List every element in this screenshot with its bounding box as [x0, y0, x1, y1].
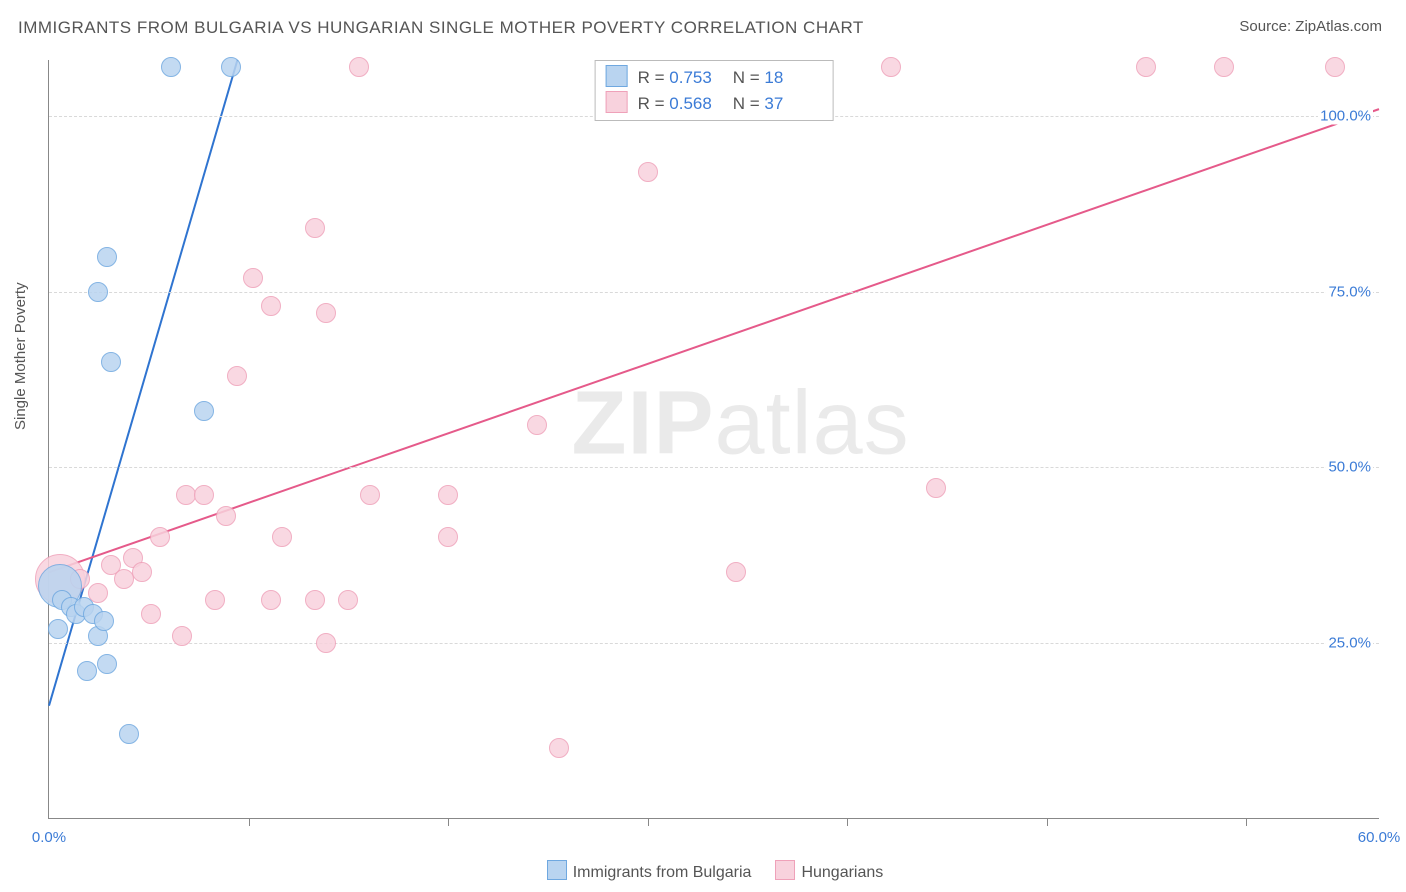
data-point: [77, 661, 97, 681]
legend-swatch: [606, 65, 628, 87]
y-tick-label: 25.0%: [1326, 634, 1373, 651]
y-axis-label: Single Mother Poverty: [12, 282, 29, 430]
watermark-bold: ZIP: [572, 373, 715, 473]
data-point: [194, 485, 214, 505]
data-point: [926, 478, 946, 498]
regression-line: [49, 109, 1379, 572]
data-point: [172, 626, 192, 646]
data-point: [221, 57, 241, 77]
data-point: [261, 296, 281, 316]
data-point: [150, 527, 170, 547]
legend-r-label: R =: [638, 94, 670, 113]
data-point: [101, 352, 121, 372]
data-point: [119, 724, 139, 744]
data-point: [132, 562, 152, 582]
data-point: [360, 485, 380, 505]
data-point: [141, 604, 161, 624]
watermark-light: atlas: [715, 373, 910, 473]
gridline: [49, 643, 1379, 644]
legend-swatch: [775, 860, 795, 880]
x-tick: [448, 818, 449, 826]
gridline: [49, 292, 1379, 293]
legend-row: R = 0.753 N = 18: [606, 65, 819, 91]
data-point: [1136, 57, 1156, 77]
legend-series-label: Immigrants from Bulgaria: [573, 864, 752, 881]
legend-swatch: [547, 860, 567, 880]
y-tick-label: 75.0%: [1326, 283, 1373, 300]
data-point: [261, 590, 281, 610]
data-point: [194, 401, 214, 421]
legend-swatch: [606, 91, 628, 113]
data-point: [338, 590, 358, 610]
source-attribution: Source: ZipAtlas.com: [1239, 18, 1382, 35]
y-tick-label: 50.0%: [1326, 459, 1373, 476]
x-tick-label: 60.0%: [1358, 829, 1401, 846]
legend-r-label: R =: [638, 68, 670, 87]
x-tick-label: 0.0%: [32, 829, 66, 846]
legend-r-value: 0.568: [669, 91, 723, 117]
regression-lines: [49, 60, 1379, 818]
x-tick: [249, 818, 250, 826]
data-point: [881, 57, 901, 77]
legend-row: R = 0.568 N = 37: [606, 91, 819, 117]
data-point: [1325, 57, 1345, 77]
data-point: [527, 415, 547, 435]
data-point: [305, 590, 325, 610]
legend-n-value: 18: [764, 65, 818, 91]
data-point: [161, 57, 181, 77]
legend-n-label: N =: [733, 94, 765, 113]
data-point: [97, 654, 117, 674]
data-point: [243, 268, 263, 288]
data-point: [316, 633, 336, 653]
data-point: [549, 738, 569, 758]
chart-title: IMMIGRANTS FROM BULGARIA VS HUNGARIAN SI…: [18, 18, 864, 38]
series-legend: Immigrants from Bulgaria Hungarians: [0, 860, 1406, 882]
source-name: ZipAtlas.com: [1295, 18, 1382, 35]
gridline: [49, 467, 1379, 468]
source-prefix: Source:: [1239, 18, 1295, 35]
scatter-plot-area: ZIPatlas R = 0.753 N = 18R = 0.568 N = 3…: [48, 60, 1379, 819]
x-tick: [648, 818, 649, 826]
watermark: ZIPatlas: [572, 372, 910, 475]
data-point: [272, 527, 292, 547]
data-point: [88, 282, 108, 302]
data-point: [305, 218, 325, 238]
data-point: [349, 57, 369, 77]
legend-n-value: 37: [764, 91, 818, 117]
data-point: [97, 247, 117, 267]
data-point: [726, 562, 746, 582]
x-tick: [1047, 818, 1048, 826]
data-point: [205, 590, 225, 610]
legend-n-label: N =: [733, 68, 765, 87]
data-point: [438, 485, 458, 505]
y-tick-label: 100.0%: [1318, 108, 1373, 125]
x-tick: [1246, 818, 1247, 826]
data-point: [438, 527, 458, 547]
data-point: [48, 619, 68, 639]
data-point: [638, 162, 658, 182]
x-tick: [847, 818, 848, 826]
data-point: [216, 506, 236, 526]
data-point: [94, 611, 114, 631]
legend-series-label: Hungarians: [801, 864, 883, 881]
data-point: [1214, 57, 1234, 77]
correlation-legend: R = 0.753 N = 18R = 0.568 N = 37: [595, 60, 834, 121]
data-point: [227, 366, 247, 386]
legend-r-value: 0.753: [669, 65, 723, 91]
data-point: [316, 303, 336, 323]
